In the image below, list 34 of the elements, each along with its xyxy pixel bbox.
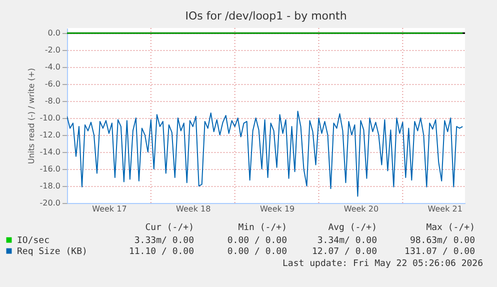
- legend-label: IO/sec: [17, 236, 50, 246]
- text: 11.10 / 0.00: [128, 247, 194, 257]
- y-tick-label: -2.0: [44, 46, 60, 55]
- x-tick-label: Week 17: [92, 204, 127, 214]
- y-tick-label: -4.0: [44, 62, 60, 72]
- y-tick-label: -18.0: [40, 182, 60, 191]
- text: 0.00 / 0.00: [227, 247, 287, 257]
- x-tick-label: Week 21: [428, 204, 462, 214]
- text: 131.07 / 0.00: [404, 247, 475, 257]
- text: 0.00 / 0.00: [227, 236, 287, 246]
- y-tick-label: -6.0: [44, 80, 60, 89]
- x-tick-label: Week 20: [344, 204, 379, 214]
- text: 98.63m/ 0.00: [410, 236, 475, 246]
- y-tick-label: -14.0: [40, 148, 60, 157]
- text: Max (-/+): [426, 223, 475, 233]
- text: Last update: Fri May 22 05:26:06 2026: [282, 259, 483, 269]
- text: 3.33m/ 0.00: [134, 236, 194, 246]
- text: 3.34m/ 0.00: [317, 236, 377, 246]
- y-tick-label: -12.0: [40, 130, 60, 140]
- text: Min (-/+): [238, 223, 287, 233]
- chart-title: IOs for /dev/loop1 - by month: [185, 10, 347, 22]
- y-tick-label: -16.0: [40, 164, 60, 174]
- text: Avg (-/+): [328, 223, 377, 233]
- text: Cur (-/+): [145, 223, 194, 233]
- x-tick-label: Week 18: [176, 204, 211, 214]
- y-axis-title: Units read (-) / write (+): [26, 68, 36, 164]
- y-tick-label: -8.0: [44, 96, 60, 106]
- y-tick-label: -20.0: [40, 198, 60, 208]
- y-tick-label: -10.0: [40, 114, 60, 123]
- y-tick-label: 0.0: [48, 28, 60, 38]
- text: 12.07 / 0.00: [312, 247, 377, 257]
- x-tick-label: Week 19: [260, 204, 295, 214]
- line-series: [67, 110, 464, 197]
- legend-label: Req Size (KB): [17, 247, 88, 257]
